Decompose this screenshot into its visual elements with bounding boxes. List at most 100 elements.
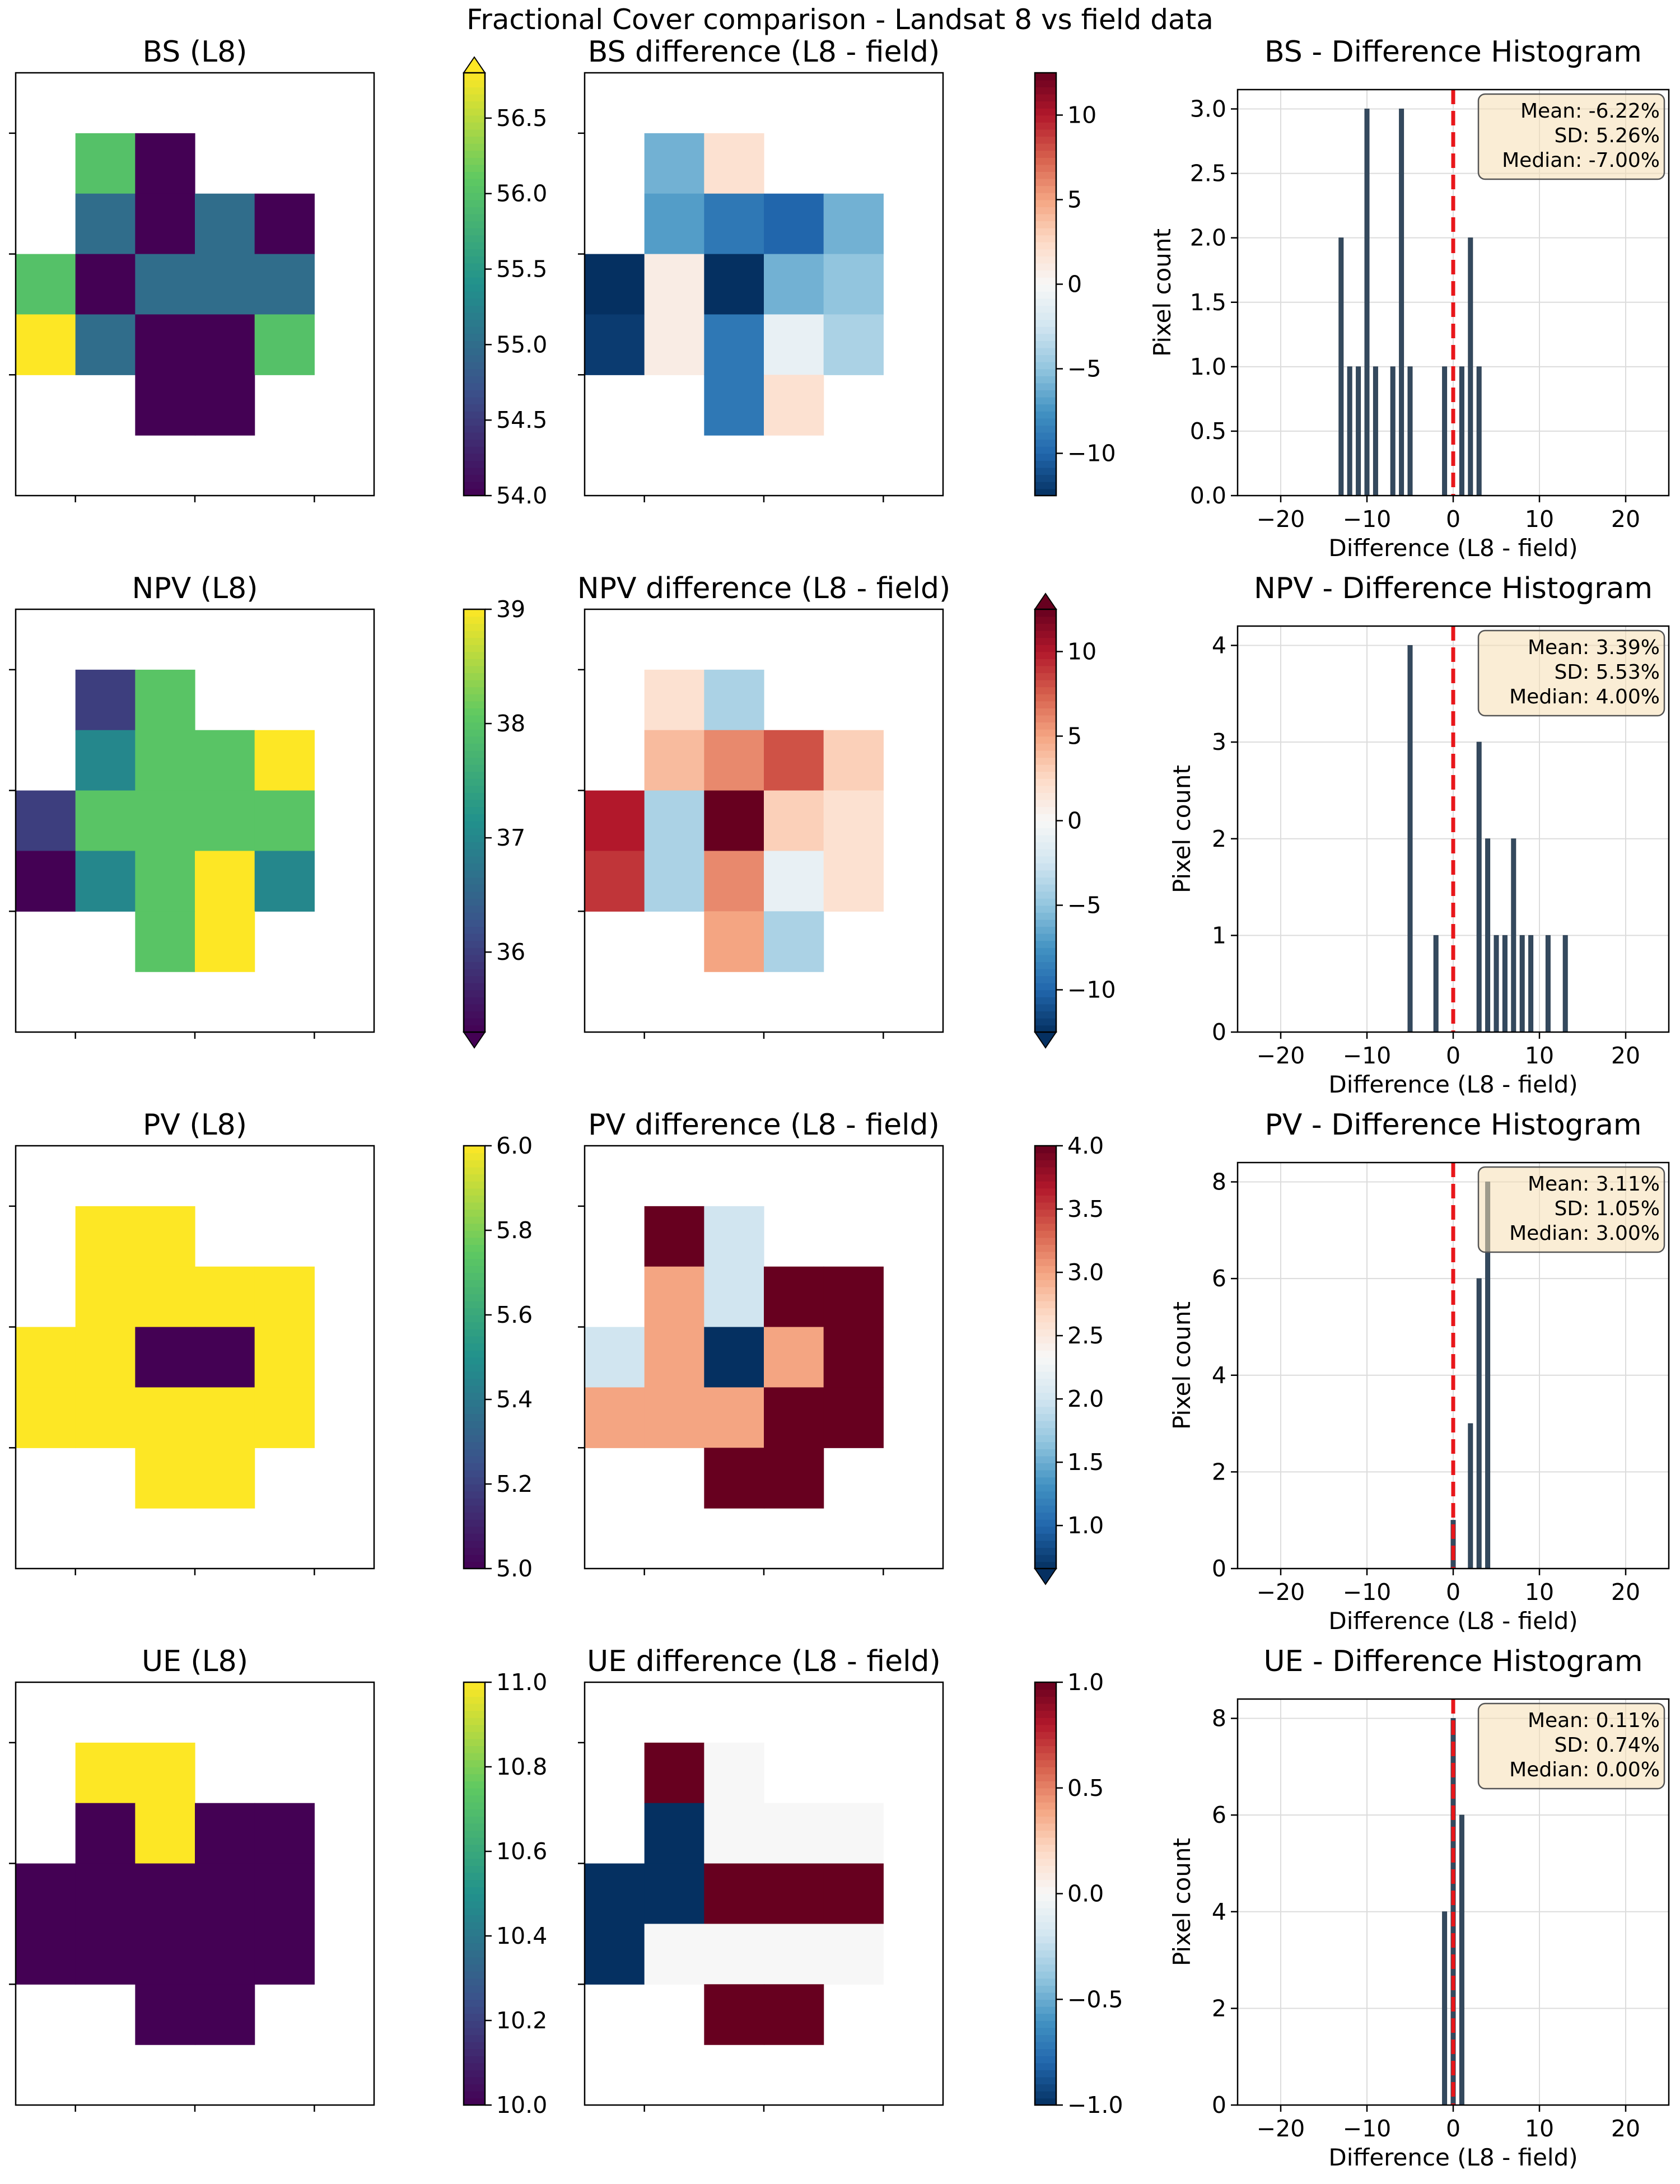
pv-diff-colorbar-band (1035, 1399, 1056, 1407)
ue-map-colorbar-label: 11.0 (496, 1669, 547, 1696)
pv-map-colorbar-band (464, 1449, 485, 1457)
pv-diff-cell (764, 1387, 824, 1448)
pv-diff-colorbar-label: 1.0 (1067, 1512, 1104, 1539)
npv-map-colorbar-band (464, 898, 485, 906)
npv-hist-ylabel: Pixel count (1168, 765, 1196, 893)
pv-map-colorbar-band (464, 1188, 485, 1196)
pv-diff-colorbar-label: 3.5 (1067, 1196, 1104, 1222)
pv-map-colorbar-band (464, 1463, 485, 1471)
ue-map-cell (254, 1803, 315, 1864)
ue-map-colorbar-label: 10.4 (496, 1922, 547, 1949)
pv-map-colorbar-band (464, 1498, 485, 1506)
npv-hist: NPV - Difference Histogram −20 −10 0 10 20 0 1 2… (1168, 572, 1670, 1098)
bs-diff-cell (764, 254, 824, 315)
pv-map-colorbar-band (464, 1160, 485, 1168)
pv-map-colorbar-label: 5.4 (496, 1386, 533, 1413)
bs-hist-bar (1399, 109, 1404, 496)
bs-map-cell (75, 133, 136, 194)
bs-diff-colorbar-band (1035, 368, 1056, 376)
pv-diff-colorbar-band (1035, 1477, 1056, 1485)
pv-diff-colorbar-label: 2.5 (1067, 1322, 1104, 1349)
bs-map-colorbar-label: 54.0 (496, 482, 547, 509)
pv-map-colorbar-label: 5.6 (496, 1301, 533, 1328)
npv-map-colorbar-band (464, 863, 485, 871)
pv-diff-cell (764, 1448, 824, 1509)
bs-diff-cell (823, 254, 884, 315)
ue-diff-colorbar-band (1035, 1767, 1056, 1775)
bs-map-colorbar-band (464, 382, 485, 391)
bs-hist-bar (1373, 366, 1378, 496)
ue-diff-colorbar-band (1035, 2027, 1056, 2035)
bs-map-colorbar-band (464, 115, 485, 123)
npv-map-cell (75, 669, 136, 731)
npv-diff-colorbar-band (1035, 912, 1056, 920)
ue-map-colorbar-band (464, 1992, 485, 2000)
npv-map-cell (254, 790, 315, 852)
npv-map-colorbar-label: 39 (496, 596, 525, 623)
npv-diff-colorbar-band (1035, 898, 1056, 906)
bs-map-cell (75, 254, 136, 315)
ue-hist-xtick-label: −20 (1257, 2115, 1305, 2142)
npv-map-cell (195, 911, 255, 972)
ue-diff-colorbar-band (1035, 1703, 1056, 1711)
pv-diff-colorbar-band (1035, 1554, 1056, 1562)
bs-map-cell (195, 193, 255, 255)
ue-diff-colorbar-band (1035, 1929, 1056, 1936)
pv-diff-colorbar-band (1035, 1237, 1056, 1245)
npv-diff-colorbar-band (1035, 799, 1056, 808)
npv-diff-cell (764, 911, 824, 972)
bs-diff-colorbar-band (1035, 235, 1056, 242)
ue-diff-colorbar-band (1035, 1781, 1056, 1789)
pv-diff-cell (704, 1266, 764, 1328)
ue-diff-colorbar-band (1035, 2070, 1056, 2078)
bs-map-colorbar-band (464, 277, 485, 285)
pv-diff-title: PV difference (L8 - field) (588, 1108, 940, 1142)
bs-diff-colorbar-band (1035, 150, 1056, 158)
npv-hist-xtick-label: −20 (1257, 1042, 1305, 1069)
bs-diff-cell (585, 314, 645, 375)
ue-map-colorbar-band (464, 1752, 485, 1761)
pv-map-colorbar-band (464, 1547, 485, 1555)
bs-diff-colorbar-label: 5 (1067, 186, 1082, 213)
pv-map-colorbar-band (464, 1216, 485, 1224)
pv-map-cell (195, 1266, 255, 1328)
ue-map-colorbar-band (464, 1767, 485, 1775)
ue-hist-ytick-label: 2 (1212, 1995, 1226, 2022)
bs-diff-colorbar-band (1035, 418, 1056, 426)
ue-map-colorbar-band (464, 2034, 485, 2042)
npv-map-colorbar-band (464, 1011, 485, 1019)
npv-hist-xtick-label: −10 (1343, 1042, 1392, 1069)
bs-map-colorbar-frame (463, 72, 486, 497)
npv-diff-colorbar-band (1035, 623, 1056, 631)
npv-diff-cell (704, 790, 764, 852)
npv-map-colorbar-band (464, 722, 485, 730)
pv-map-colorbar-band (464, 1378, 485, 1386)
pv-map-cell (254, 1327, 315, 1388)
npv-diff-colorbar-band (1035, 856, 1056, 864)
npv-hist-stats-line: Mean: 3.39% (1528, 636, 1660, 659)
bs-diff-colorbar-band (1035, 192, 1056, 200)
pv-map-colorbar-band (464, 1406, 485, 1414)
npv-map-colorbar-band (464, 757, 485, 765)
npv-diff-cell (644, 851, 704, 912)
npv-diff-cell (704, 730, 764, 791)
bs-map-colorbar-band (464, 404, 485, 412)
pv-diff-colorbar-band (1035, 1533, 1056, 1541)
npv-diff-cell (644, 730, 704, 791)
pv-map-colorbar-band (464, 1152, 485, 1160)
pv-hist-xtick-label: 0 (1446, 1579, 1460, 1606)
npv-diff-colorbar-band (1035, 828, 1056, 836)
bs-diff-colorbar-band (1035, 263, 1056, 271)
pv-diff-colorbar-band (1035, 1329, 1056, 1337)
ue-diff-colorbar-label: 1.0 (1067, 1669, 1104, 1696)
ue-diff-cell (704, 1803, 764, 1864)
pv-diff-cell (823, 1327, 884, 1388)
npv-hist-bar (1433, 935, 1439, 1033)
npv-hist-bar (1562, 935, 1568, 1033)
ue-diff-colorbar-band (1035, 1915, 1056, 1922)
bs-map-colorbar-band (464, 418, 485, 426)
ue-map-colorbar-band (464, 2041, 485, 2050)
npv-diff-colorbar-band (1035, 948, 1056, 955)
npv-map-colorbar-band (464, 813, 485, 822)
npv-diff-colorbar-band (1035, 651, 1056, 659)
